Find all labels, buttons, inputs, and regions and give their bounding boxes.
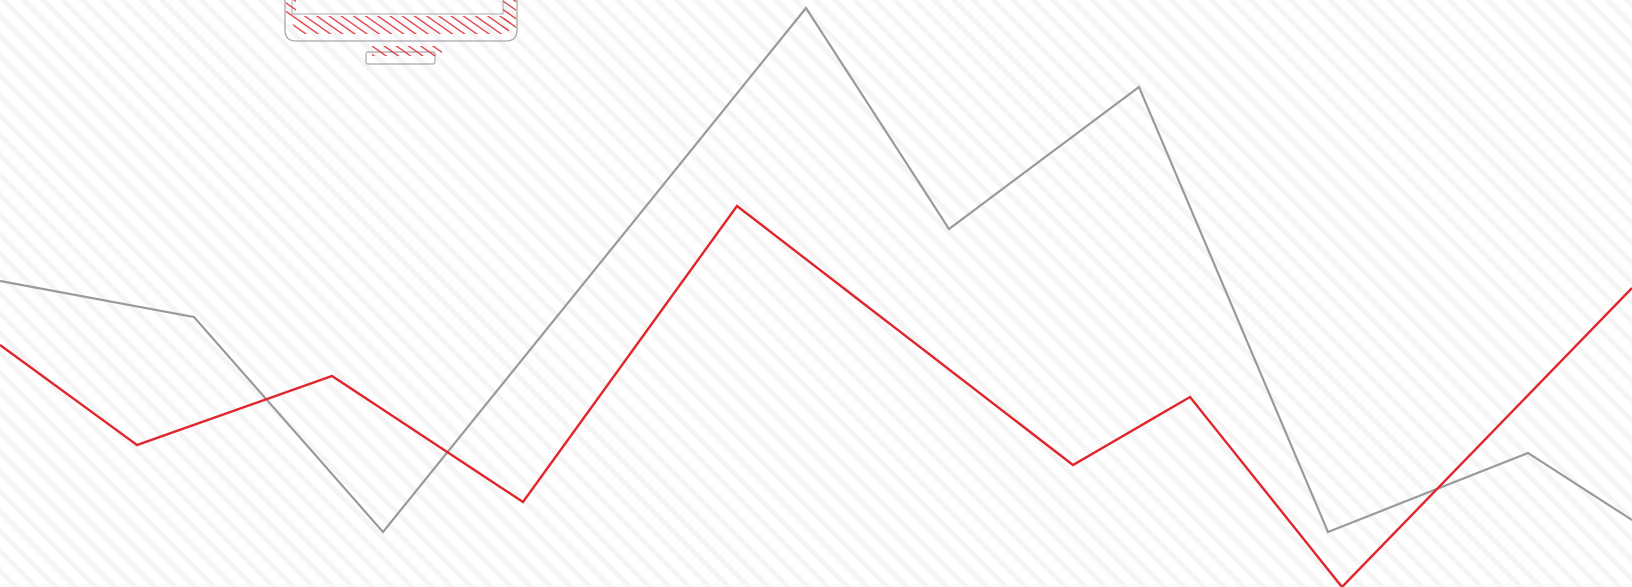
monitor-hatch-area bbox=[290, 16, 513, 34]
monitor-stand-hatch bbox=[372, 46, 442, 56]
gray-line bbox=[0, 6, 1632, 534]
monitor-hatch-right bbox=[503, 0, 516, 30]
monitor-hatch-left bbox=[286, 0, 296, 16]
red-line bbox=[0, 204, 1632, 587]
monitor-illustration bbox=[284, 0, 518, 65]
monitor-frame bbox=[284, 0, 518, 42]
